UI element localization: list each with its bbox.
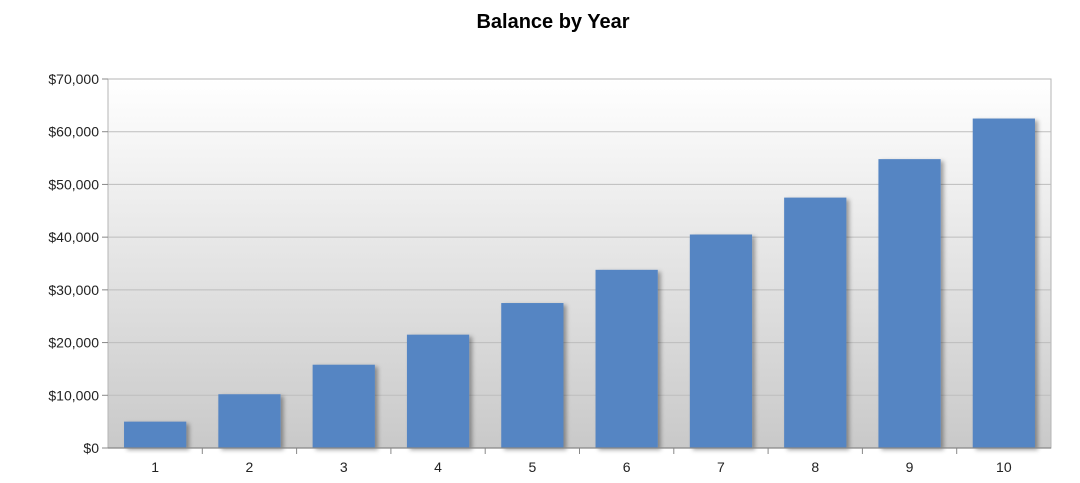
bar (689, 234, 753, 448)
chart-title: Balance by Year (476, 11, 629, 33)
bars (124, 118, 1035, 449)
x-tick-label: 8 (811, 459, 819, 475)
bar (406, 334, 470, 448)
y-tick-label: $0 (83, 440, 99, 456)
bar (784, 197, 847, 448)
x-tick-label: 10 (996, 459, 1012, 475)
x-tick-label: 2 (246, 459, 254, 475)
bar (312, 364, 375, 448)
y-tick-label: $60,000 (48, 124, 99, 140)
y-tick-label: $50,000 (48, 176, 99, 192)
x-axis: 1 2 3 4 5 6 7 8 9 10 (108, 447, 1051, 475)
x-tick-label: 6 (623, 459, 631, 475)
y-tick-label: $70,000 (48, 71, 99, 87)
y-tick-label: $20,000 (48, 335, 99, 351)
y-tick-label: $40,000 (48, 229, 99, 245)
x-tick-label: 7 (717, 459, 725, 475)
y-tick-label: $30,000 (48, 282, 99, 298)
bar (972, 118, 1035, 449)
bar (595, 269, 658, 448)
bar (124, 421, 187, 448)
bar (501, 303, 564, 448)
y-tick-label: $10,000 (48, 387, 99, 403)
x-tick-label: 3 (340, 459, 348, 475)
x-tick-label: 5 (528, 459, 536, 475)
bar (878, 159, 941, 448)
x-tick-label: 1 (151, 459, 159, 475)
bar (218, 394, 281, 448)
x-tick-label: 4 (434, 459, 442, 475)
x-tick-label: 9 (906, 459, 914, 475)
y-axis: $0 $10,000 $20,000 $30,000 $40,000 $50,000 $60… (48, 71, 108, 456)
